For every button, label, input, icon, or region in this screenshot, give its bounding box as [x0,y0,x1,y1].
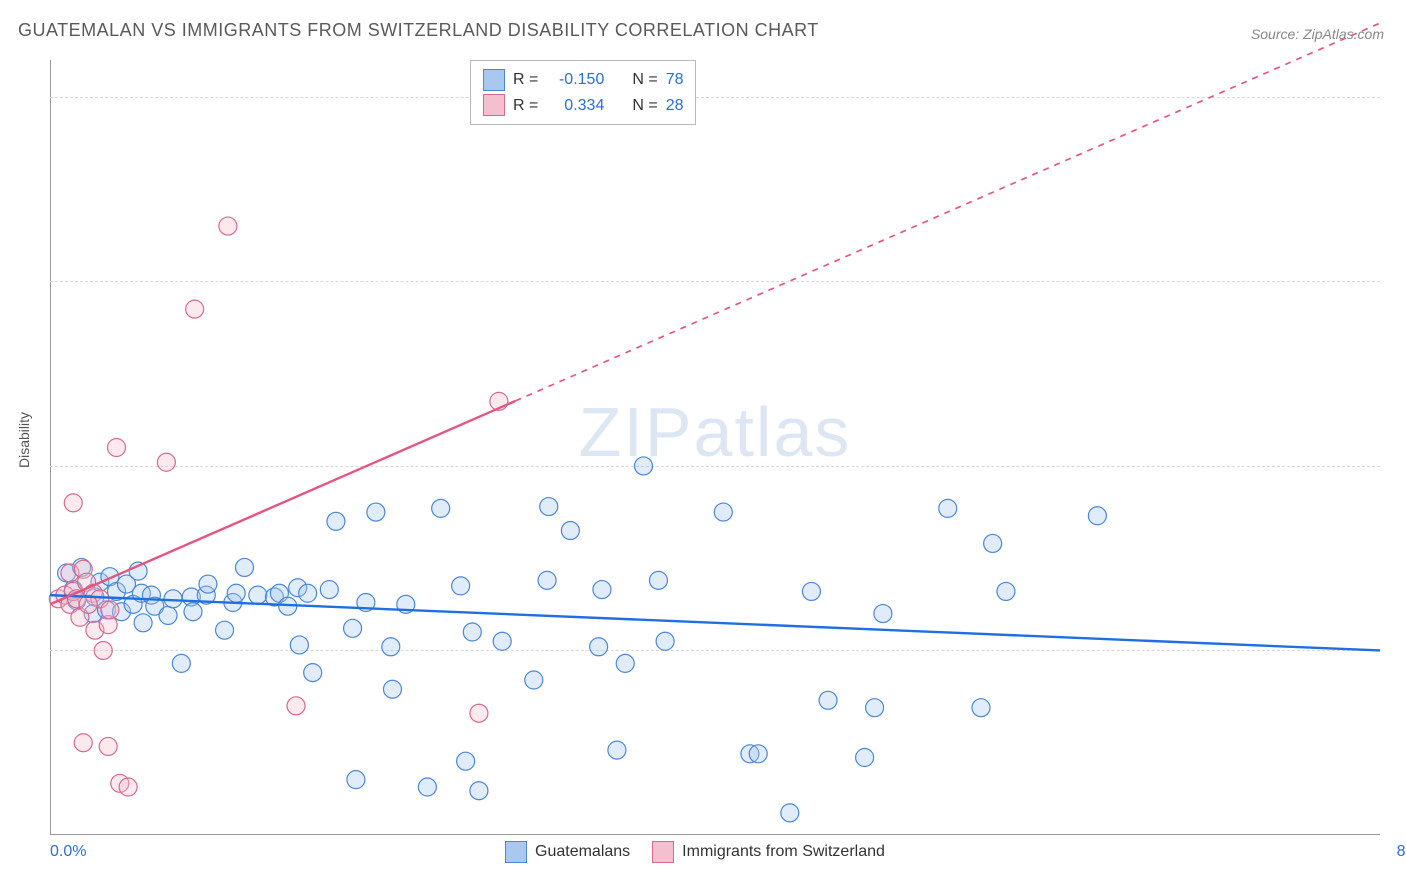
data-point [382,638,400,656]
data-point [616,654,634,672]
data-point [219,217,237,235]
data-point [972,699,990,717]
data-point [367,503,385,521]
data-point [347,771,365,789]
data-point [749,745,767,763]
data-point [134,614,152,632]
data-point [984,534,1002,552]
data-point [94,641,112,659]
data-point [819,691,837,709]
data-point [299,584,317,602]
legend-swatch [505,841,527,863]
data-point [457,752,475,770]
legend-r-label: R = [513,93,538,119]
legend-r-label: R = [513,67,538,93]
chart-title: GUATEMALAN VS IMMIGRANTS FROM SWITZERLAN… [18,20,819,41]
data-point [432,499,450,517]
data-point [649,571,667,589]
legend-n-value: 78 [666,67,684,93]
data-point [997,582,1015,600]
data-point [874,605,892,623]
data-point [781,804,799,822]
data-point [157,453,175,471]
data-point [101,601,119,619]
data-point [304,664,322,682]
legend-stats: R = -0.150 N = 78 R = 0.334 N = 28 [470,60,696,125]
data-point [184,603,202,621]
data-point [216,621,234,639]
source-label: Source: ZipAtlas.com [1251,26,1384,42]
data-point [470,782,488,800]
data-point [320,581,338,599]
data-point [635,457,653,475]
legend-swatch [483,94,505,116]
data-point [249,586,267,604]
data-point [159,606,177,624]
legend-n-value: 28 [666,93,684,119]
legend-swatch [652,841,674,863]
data-point [172,654,190,672]
data-point [290,636,308,654]
data-point [714,503,732,521]
data-point [74,734,92,752]
data-point [856,749,874,767]
chart-svg [50,60,1380,835]
legend-item-label: Immigrants from Switzerland [682,843,885,861]
data-point [108,439,126,457]
data-point [99,737,117,755]
data-point [802,582,820,600]
data-point [344,619,362,637]
data-point [538,571,556,589]
data-point [227,584,245,602]
data-point [199,575,217,593]
data-point [452,577,470,595]
legend-stats-row: R = 0.334 N = 28 [483,93,683,119]
data-point [186,300,204,318]
data-point [939,499,957,517]
legend-stats-row: R = -0.150 N = 78 [483,67,683,93]
data-point [525,671,543,689]
data-point [593,581,611,599]
legend-series: Guatemalans Immigrants from Switzerland [505,841,885,863]
data-point [463,623,481,641]
x-tick-label: 80.0% [1397,843,1406,861]
data-point [287,697,305,715]
data-point [590,638,608,656]
data-point [608,741,626,759]
data-point [64,494,82,512]
data-point [493,632,511,650]
legend-r-value: 0.334 [546,93,604,119]
legend-item: Guatemalans [505,841,630,863]
legend-r-value: -0.150 [546,67,604,93]
y-tick-label: 10.0% [1392,641,1406,659]
data-point [866,699,884,717]
y-tick-label: 40.0% [1392,88,1406,106]
x-tick-label: 0.0% [50,843,86,861]
plot-area: ZIPatlas 10.0%20.0%30.0%40.0% R = -0.150… [50,60,1380,835]
data-point [418,778,436,796]
legend-swatch [483,69,505,91]
data-point [561,522,579,540]
trend-line-solid [50,595,1380,650]
data-point [119,778,137,796]
data-point [383,680,401,698]
y-tick-label: 30.0% [1392,272,1406,290]
y-tick-label: 20.0% [1392,457,1406,475]
data-point [1088,507,1106,525]
legend-n-label: N = [632,93,657,119]
data-point [656,632,674,650]
data-point [327,512,345,530]
data-point [540,498,558,516]
data-point [470,704,488,722]
y-axis-title: Disability [16,412,32,468]
legend-item: Immigrants from Switzerland [652,841,885,863]
legend-item-label: Guatemalans [535,843,630,861]
data-point [236,558,254,576]
legend-n-label: N = [632,67,657,93]
